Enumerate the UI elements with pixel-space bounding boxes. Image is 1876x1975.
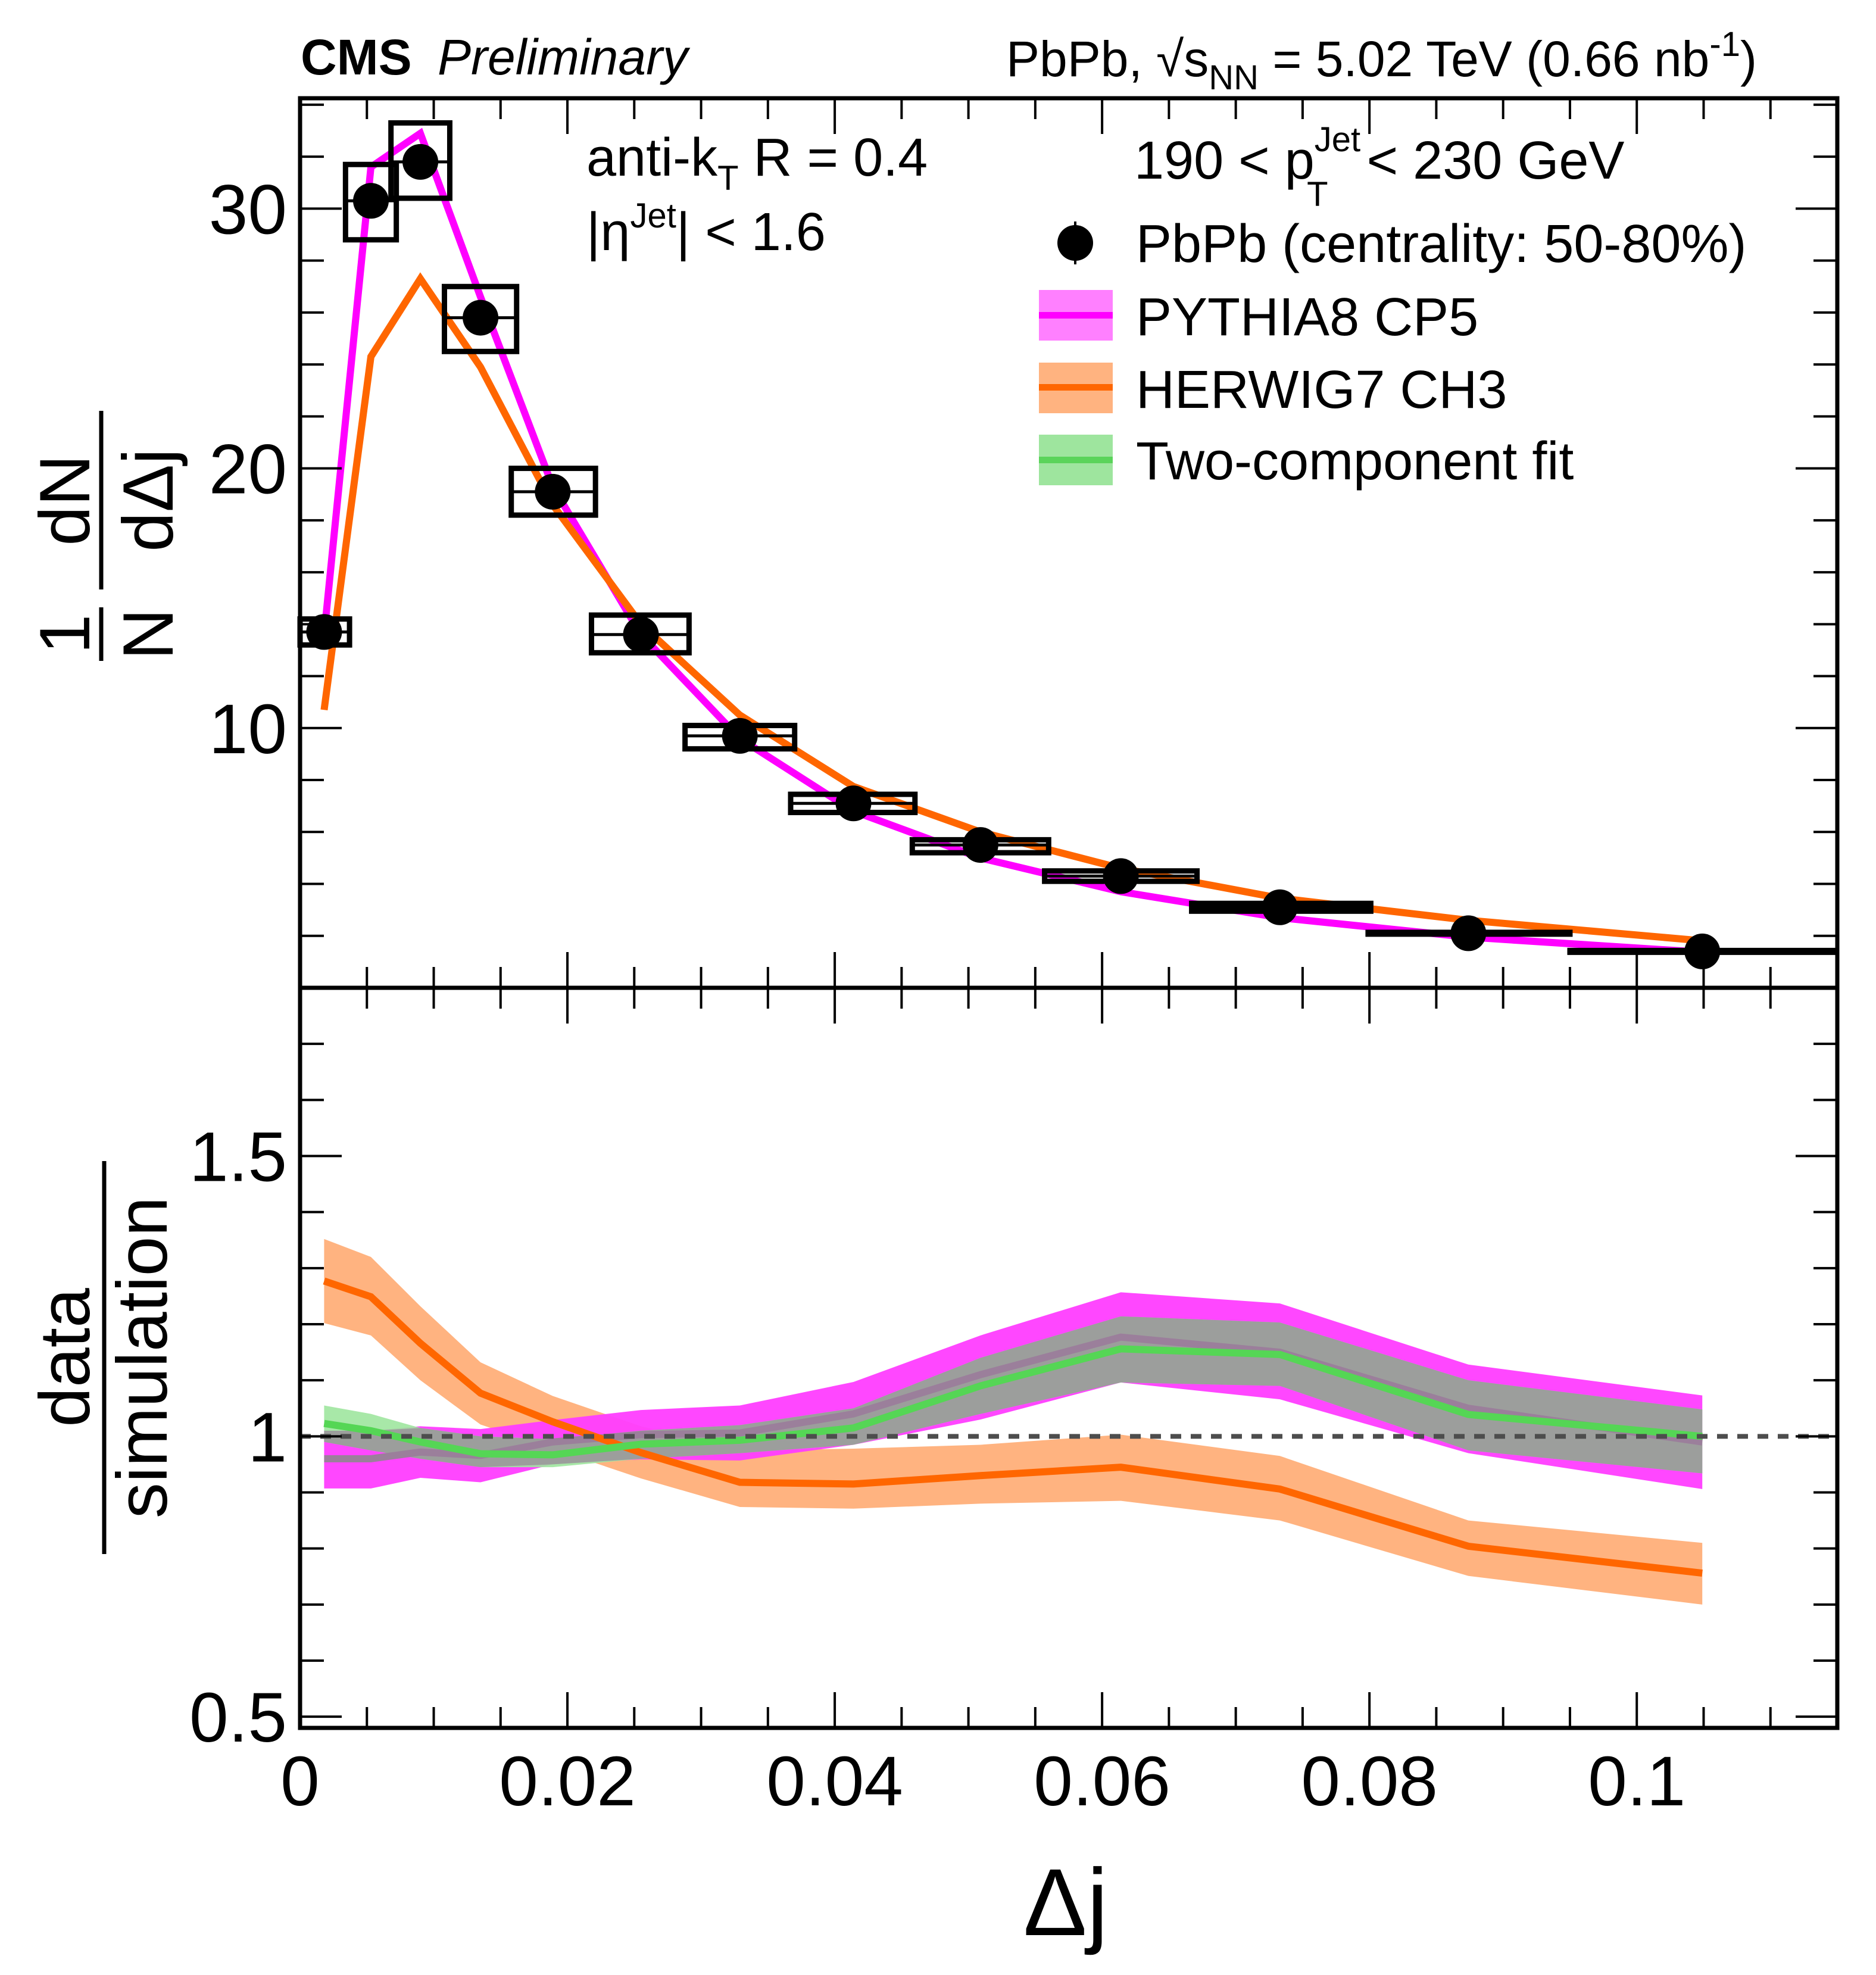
data-marker xyxy=(1684,933,1721,969)
data-marker xyxy=(463,299,499,336)
jet-algorithm-label: anti-kT R = 0.4 xyxy=(586,128,928,198)
bottom-ylabel: data simulation xyxy=(25,1161,182,1554)
ylabel-ratio-num: data xyxy=(25,1288,105,1427)
svg-text:PYTHIA8 CP5: PYTHIA8 CP5 xyxy=(1136,288,1478,347)
pt-range-label: 190 < pJet T < 230 GeV xyxy=(1134,120,1624,214)
collision-info: PbPb, √sNN = 5.02 TeV (0.66 nb-1) xyxy=(1006,25,1757,97)
data-marker xyxy=(1103,858,1139,894)
collision-sub: NN xyxy=(1209,58,1259,97)
energy-label: = 5.02 TeV (0.66 nb xyxy=(1259,31,1709,87)
legend-item-data: PbPb (centrality: 50-80%) xyxy=(1057,214,1746,274)
data-point xyxy=(297,614,352,650)
cms-label: CMS xyxy=(301,29,412,85)
x-axis-title: Δj xyxy=(1023,1849,1108,1955)
x-tick-label: 0.02 xyxy=(499,1742,636,1821)
x-tick-label: 0.1 xyxy=(1588,1742,1685,1821)
herwig-ratio-line xyxy=(323,1277,1703,1577)
data-marker xyxy=(402,143,439,180)
x-tick-label: 0.06 xyxy=(1034,1742,1170,1821)
data-marker xyxy=(623,616,659,653)
legend-fit-line xyxy=(1039,457,1113,463)
legend-item-herwig: HERWIG7 CH3 xyxy=(1039,360,1507,420)
x-tick-label: 0.04 xyxy=(766,1742,903,1821)
y-tick-label: 1.5 xyxy=(189,1118,287,1197)
legend-herwig-line xyxy=(1039,384,1113,391)
data-point xyxy=(588,612,692,656)
data-point xyxy=(682,717,798,754)
data-point xyxy=(1189,889,1374,925)
data-marker xyxy=(352,183,389,219)
y-tick-label: 10 xyxy=(209,690,287,769)
ylabel-den-1: N xyxy=(108,609,188,660)
x-tick-label: 0 xyxy=(280,1742,320,1821)
data-point xyxy=(388,120,452,201)
y-tick-label: 20 xyxy=(209,430,287,509)
legend-pythia-line xyxy=(1039,312,1113,319)
svg-text:PbPb (centrality: 50-80%): PbPb (centrality: 50-80%) xyxy=(1136,214,1746,274)
data-marker xyxy=(1262,889,1298,925)
legend: PbPb (centrality: 50-80%) PYTHIA8 CP5 HE… xyxy=(1039,214,1746,491)
ylabel-num-1: 1 xyxy=(25,614,105,654)
lumi-close: ) xyxy=(1740,31,1757,87)
data-marker xyxy=(306,614,342,650)
data-marker xyxy=(962,827,998,863)
ylabel-num-2: dN xyxy=(25,454,105,545)
preliminary-label: Preliminary xyxy=(438,29,691,85)
legend-item-pythia: PYTHIA8 CP5 xyxy=(1039,288,1478,347)
data-point xyxy=(909,827,1051,863)
eta-cut-label: |ηJet| < 1.6 xyxy=(586,196,826,262)
data-marker xyxy=(535,473,571,510)
legend-data-marker xyxy=(1057,225,1093,261)
data-point xyxy=(1365,915,1573,951)
top-ylabel: 1 N dN dΔj xyxy=(25,411,188,661)
legend-item-fit: Two-component fit xyxy=(1039,432,1574,491)
data-point xyxy=(788,785,918,822)
y-tick-label: 30 xyxy=(209,170,287,249)
data-point xyxy=(342,161,399,243)
ylabel-den-2: dΔj xyxy=(108,448,188,552)
bottom-frame xyxy=(298,985,1840,1730)
svg-text:PbPb, √sNN = 5.02 TeV (0.66 nb: PbPb, √sNN = 5.02 TeV (0.66 nb-1) xyxy=(1006,25,1757,97)
x-tick-label: 0.08 xyxy=(1301,1742,1438,1821)
svg-text:Two-component fit: Two-component fit xyxy=(1136,432,1574,491)
ylabel-ratio-den: simulation xyxy=(102,1197,182,1518)
data-point xyxy=(1567,933,1837,969)
fit-ratio-line xyxy=(323,1345,1703,1459)
data-point xyxy=(1042,858,1200,894)
data-marker xyxy=(835,785,872,822)
y-tick-label: 1 xyxy=(248,1398,287,1477)
bottom-panel: 0 0.02 0.04 0.06 0.08 0.1 0.5 1 1.5 xyxy=(189,985,1840,1821)
top-panel: 10 20 30 xyxy=(209,96,1840,990)
svg-text:HERWIG7 CH3: HERWIG7 CH3 xyxy=(1136,360,1507,420)
data-point xyxy=(441,283,520,354)
data-marker xyxy=(722,717,758,754)
lumi-sup: -1 xyxy=(1709,25,1740,64)
data-marker xyxy=(1450,915,1487,951)
y-tick-label: 0.5 xyxy=(189,1678,287,1757)
data-point xyxy=(508,466,598,518)
collision-label: PbPb, √s xyxy=(1006,31,1209,87)
